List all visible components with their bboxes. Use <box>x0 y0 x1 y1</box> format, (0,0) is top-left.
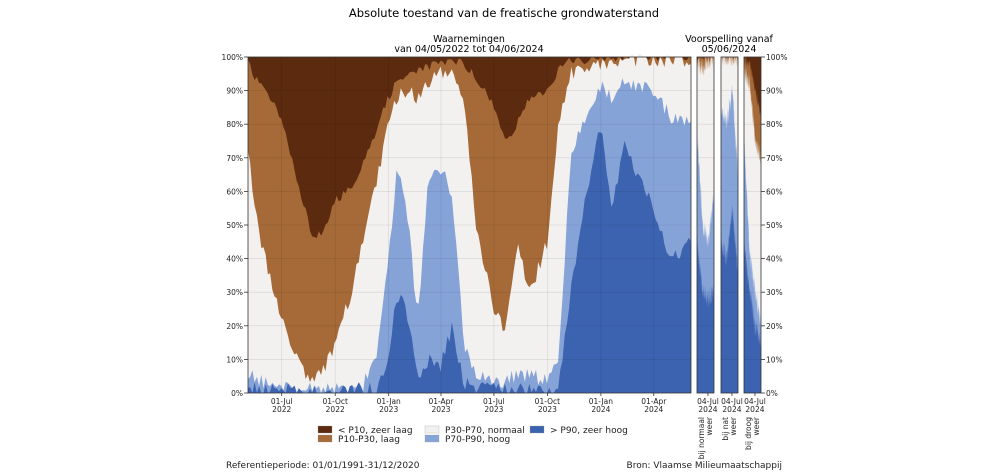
y-tick-label-right: 80% <box>766 120 783 129</box>
y-tick-label-left: 10% <box>226 355 243 364</box>
observations-xtick-label: 01-Jan <box>377 397 401 406</box>
observations-panel: 01-Jul202201-Oct202201-Jan202301-Apr2023… <box>247 53 692 414</box>
y-tick-label-right: 60% <box>766 187 783 196</box>
y-tick-label-left: 40% <box>226 255 243 264</box>
y-tick-label-left: 70% <box>226 154 243 163</box>
y-tick-label-right: 40% <box>766 255 783 264</box>
forecast-nat-caption-line2: weer <box>729 416 738 435</box>
y-tick-label-right: 20% <box>766 322 783 331</box>
forecast-nat-frame <box>720 56 739 394</box>
observations-xtick-label: 01-Jul <box>483 397 505 406</box>
observations-xtick-label: 01-Oct <box>322 397 347 406</box>
observations-xtick-year: 2024 <box>644 405 663 414</box>
y-axis-right: 0% 10% 20% 30% 40% 50% 60% 70% 80% 90% 100% <box>761 53 787 398</box>
y-axis-left: 0% 10% 20% 30% 40% 50% 60% 70% 80% 90% 100% <box>222 53 248 398</box>
y-tick-label-right: 30% <box>766 288 783 297</box>
y-tick-label-right: 70% <box>766 154 783 163</box>
forecast-droog-xtick-year: 2024 <box>745 405 764 414</box>
chart-title: Absolute toestand van de freatische gron… <box>349 6 659 20</box>
forecast-nat-band-zeer-hoog <box>721 202 738 393</box>
observations-frame <box>247 56 692 394</box>
forecast-normaal-frame <box>696 56 715 394</box>
forecast-nat-xtick-label: 04-Jul <box>721 397 743 406</box>
observations-xtick-year: 2023 <box>379 405 398 414</box>
observations-xtick-label: 01-Apr <box>428 397 454 406</box>
observations-xtick-label: 01-Oct <box>535 397 560 406</box>
legend-swatch-zeer-hoog <box>529 425 545 434</box>
reference-period: Referentieperiode: 01/01/1991-31/12/2020 <box>226 461 420 471</box>
forecast-droog-caption-line2: weer <box>752 416 761 435</box>
y-tick-label-left: 100% <box>222 53 243 62</box>
observations-xtick-year: 2022 <box>272 405 291 414</box>
legend-label-zeer-laag: < P10, zeer laag <box>338 426 413 436</box>
y-tick-label-right: 100% <box>766 53 787 62</box>
y-tick-label-left: 60% <box>226 187 243 196</box>
forecast-normaal-caption: bij normaalweer <box>697 416 714 459</box>
observations-xtick-year: 2022 <box>326 405 345 414</box>
forecast-nat-xtick-year: 2024 <box>722 405 741 414</box>
observations-header-line2: van 04/05/2022 tot 04/06/2024 <box>394 44 543 55</box>
y-tick-label-left: 30% <box>226 288 243 297</box>
y-tick-label-right: 50% <box>766 221 783 230</box>
observations-xtick-year: 2023 <box>431 405 450 414</box>
forecast-normaal-xtick-year: 2024 <box>698 405 717 414</box>
observations-xtick-label: 01-Apr <box>641 397 667 406</box>
y-tick-label-left: 50% <box>226 221 243 230</box>
observations-band-zeer-hoog <box>248 132 691 393</box>
observations-xtick-label: 01-Jan <box>589 397 613 406</box>
forecast-normaal-caption-line1: bij normaal <box>697 417 706 459</box>
forecast-droog-xtick-label: 04-Jul <box>744 397 766 406</box>
forecast-droog-caption-line1: bij droog <box>744 417 753 450</box>
legend-swatch-hoog <box>424 434 440 443</box>
forecast-normaal-xtick-label: 04-Jul <box>697 397 719 406</box>
y-tick-label-left: 0% <box>231 389 243 398</box>
forecast-nat-caption-line1: bij nat <box>721 417 730 441</box>
legend-label-laag: P10-P30, laag <box>338 435 400 445</box>
forecast-header-line1: Voorspelling vanaf <box>685 34 773 45</box>
legend-label-hoog: P70-P90, hoog <box>445 435 510 445</box>
y-tick-label-right: 90% <box>766 87 783 96</box>
observations-xtick-label: 01-Jul <box>271 397 293 406</box>
forecast-droog-caption: bij droogweer <box>744 416 761 450</box>
legend-swatch-zeer-laag <box>317 425 333 434</box>
source-note: Bron: Vlaamse Milieumaatschappij <box>627 461 782 471</box>
forecast-normaal-band-zeer-hoog <box>697 233 714 393</box>
legend-label-zeer-hoog: > P90, zeer hoog <box>550 426 628 436</box>
legend-label-normaal: P30-P70, normaal <box>445 426 525 436</box>
y-tick-label-left: 80% <box>226 120 243 129</box>
y-tick-label-right: 10% <box>766 355 783 364</box>
observations-xtick-year: 2023 <box>484 405 503 414</box>
forecast-droog-band-zeer-hoog <box>744 234 761 393</box>
forecast-droog-frame <box>743 56 762 394</box>
observations-header-line1: Waarnemingen <box>433 34 505 45</box>
observations-xtick-year: 2023 <box>538 405 557 414</box>
forecast-header-line2: 05/06/2024 <box>702 44 757 55</box>
y-tick-label-right: 0% <box>766 389 778 398</box>
y-tick-label-left: 20% <box>226 322 243 331</box>
observations-xtick-year: 2024 <box>591 405 610 414</box>
forecast-nat-caption: bij natweer <box>721 416 738 441</box>
forecast-normaal-caption-line2: weer <box>705 416 714 435</box>
y-tick-label-left: 90% <box>226 87 243 96</box>
legend-swatch-normaal <box>424 425 440 434</box>
legend-swatch-laag <box>317 434 333 443</box>
